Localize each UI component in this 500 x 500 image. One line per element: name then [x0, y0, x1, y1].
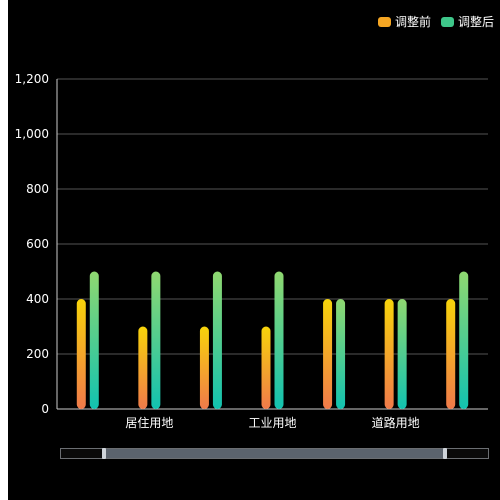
legend: 调整前 调整后: [377, 13, 494, 30]
bar-before[interactable]: [261, 326, 271, 410]
bar-before[interactable]: [138, 326, 148, 410]
zoom-start-handle[interactable]: [101, 448, 106, 459]
bar-before[interactable]: [323, 299, 333, 409]
left-edge-strip: [0, 0, 8, 500]
y-tick-label: 600: [26, 237, 49, 251]
x-tick-label: 工业用地: [248, 416, 296, 430]
legend-label-after: 调整后: [457, 15, 494, 29]
grid-layer: [56, 78, 488, 410]
zoom-end-handle[interactable]: [443, 448, 448, 459]
bar-after[interactable]: [336, 299, 346, 409]
bar-after[interactable]: [459, 271, 469, 410]
x-tick-label: 居住用地: [125, 416, 173, 430]
y-tick-label: 1,200: [15, 72, 49, 86]
zoom-slider[interactable]: [60, 448, 489, 459]
y-tick-label: 0: [41, 402, 49, 416]
bar-after[interactable]: [397, 299, 407, 409]
legend-swatch-before: [377, 16, 391, 27]
y-tick-label: 400: [26, 292, 49, 306]
x-axis-ticks: 居住用地 工业用地 道路用地: [125, 415, 419, 430]
legend-item-before[interactable]: 调整前: [377, 13, 431, 30]
bars: [76, 271, 469, 410]
bar-before[interactable]: [446, 299, 456, 409]
bar-after[interactable]: [89, 271, 99, 410]
legend-swatch-after: [440, 16, 454, 27]
y-tick-label: 1,000: [15, 127, 49, 141]
bar-after[interactable]: [151, 271, 161, 410]
legend-item-after[interactable]: 调整后: [440, 13, 494, 30]
bar-after[interactable]: [212, 271, 222, 410]
bar-before[interactable]: [384, 299, 394, 409]
legend-label-before: 调整前: [394, 15, 431, 29]
bar-before[interactable]: [76, 299, 86, 409]
y-tick-label: 200: [26, 347, 49, 361]
zoom-selected-range[interactable]: [103, 449, 446, 458]
bar-before[interactable]: [199, 326, 209, 410]
y-axis-ticks: 0 200 400 600 800 1,000 1,200: [15, 72, 49, 416]
bar-after[interactable]: [274, 271, 284, 410]
y-tick-label: 800: [26, 182, 49, 196]
x-tick-label: 道路用地: [372, 415, 420, 430]
